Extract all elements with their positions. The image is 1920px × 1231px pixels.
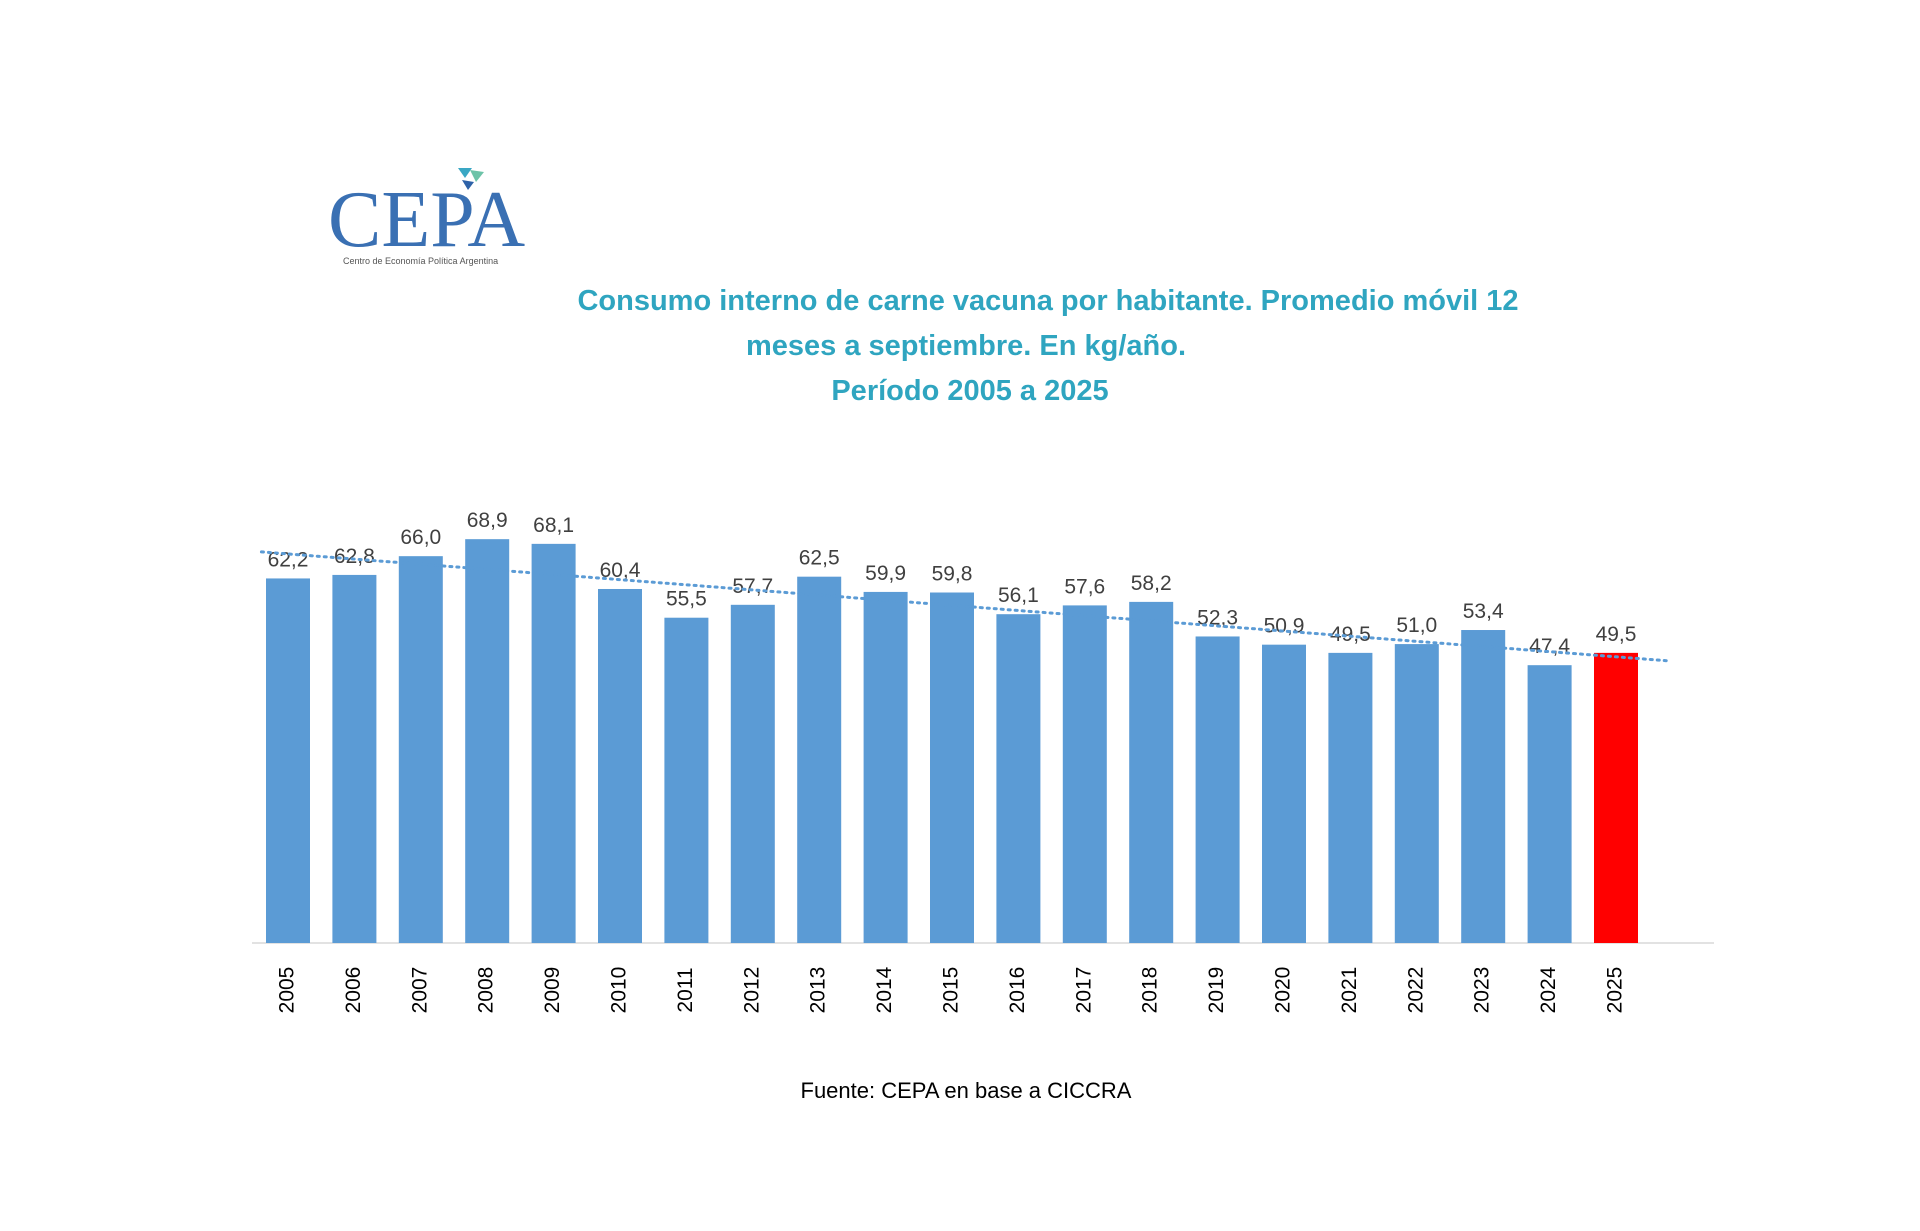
x-tick-label: 2012: [740, 967, 763, 1014]
x-tick-label: 2008: [475, 967, 498, 1014]
bar: [332, 574, 377, 943]
value-label: 60,4: [600, 559, 641, 582]
bar: [930, 592, 974, 943]
value-label: 57,7: [732, 575, 773, 598]
bar: [730, 604, 775, 943]
value-label: 57,6: [1064, 575, 1105, 598]
value-label: 56,1: [998, 584, 1039, 607]
chart-title: Período 2005 a 2025: [831, 375, 1108, 407]
value-label: 68,1: [533, 514, 574, 537]
value-label: 58,2: [1131, 572, 1172, 595]
x-tick-label: 2019: [1205, 967, 1228, 1014]
value-label: 68,9: [467, 509, 508, 532]
value-label: 49,5: [1330, 623, 1371, 646]
x-tick-label: 2023: [1471, 967, 1494, 1014]
bar: [1527, 665, 1572, 943]
x-tick-label: 2025: [1604, 967, 1627, 1014]
value-label: 62,2: [268, 548, 309, 571]
bar: [1129, 601, 1174, 943]
value-label: 55,5: [666, 588, 707, 611]
logo-text: CEPA: [328, 176, 525, 264]
trendline: [259, 550, 1671, 663]
logo-icon: [458, 168, 472, 178]
logo-icon: [470, 170, 484, 182]
bar: [1461, 630, 1506, 943]
x-tick-label: 2018: [1139, 967, 1162, 1014]
x-tick-label: 2024: [1537, 966, 1560, 1013]
x-tick-label: 2006: [342, 967, 365, 1014]
chart-title: meses a septiembre. En kg/año.: [746, 330, 1186, 362]
x-tick-label: 2010: [608, 967, 631, 1014]
bar: [863, 591, 908, 943]
bar: [1394, 644, 1439, 943]
x-tick-label: 2015: [940, 967, 963, 1014]
value-label: 53,4: [1463, 600, 1504, 623]
bar: [1062, 605, 1107, 943]
logo: CEPA Centro de Economía Política Argenti…: [328, 168, 525, 266]
logo-icon: [462, 180, 474, 190]
bar: [996, 614, 1041, 943]
bar: [1594, 652, 1638, 943]
bar: [598, 588, 642, 943]
x-tick-label: 2016: [1006, 967, 1029, 1014]
chart-title: Consumo interno de carne vacuna por habi…: [577, 285, 1518, 317]
bar: [1328, 652, 1373, 943]
value-label: 49,5: [1596, 623, 1637, 646]
value-label: 50,9: [1264, 615, 1305, 638]
x-tick-label: 2020: [1272, 967, 1295, 1014]
bar: [664, 617, 709, 943]
x-tick-label: 2005: [276, 967, 299, 1014]
x-tick-label: 2017: [1072, 967, 1095, 1014]
logo-subtitle: Centro de Economía Política Argentina: [343, 256, 498, 266]
value-label: 62,5: [799, 547, 840, 570]
x-tick-label: 2021: [1338, 967, 1361, 1014]
value-label: 62,8: [334, 545, 375, 568]
bar: [1262, 644, 1306, 943]
value-label: 52,3: [1197, 606, 1238, 629]
bar: [266, 578, 310, 943]
value-label: 47,4: [1529, 635, 1570, 658]
bar: [465, 539, 510, 943]
value-label: 66,0: [400, 526, 441, 549]
x-tick-label: 2007: [408, 967, 431, 1014]
value-label: 59,9: [865, 562, 906, 585]
x-tick-label: 2013: [807, 967, 830, 1014]
bar: [797, 576, 842, 943]
value-label: 59,8: [932, 563, 973, 586]
x-tick-label: 2011: [674, 967, 697, 1012]
x-tick-label: 2009: [541, 967, 564, 1014]
x-tick-label: 2022: [1404, 967, 1427, 1014]
bar: [531, 543, 576, 943]
source: Fuente: CEPA en base a CICCRA: [801, 1078, 1132, 1103]
value-label: 51,0: [1396, 614, 1437, 637]
bar: [398, 556, 443, 943]
bar: [1195, 636, 1240, 943]
x-tick-label: 2014: [873, 966, 896, 1013]
